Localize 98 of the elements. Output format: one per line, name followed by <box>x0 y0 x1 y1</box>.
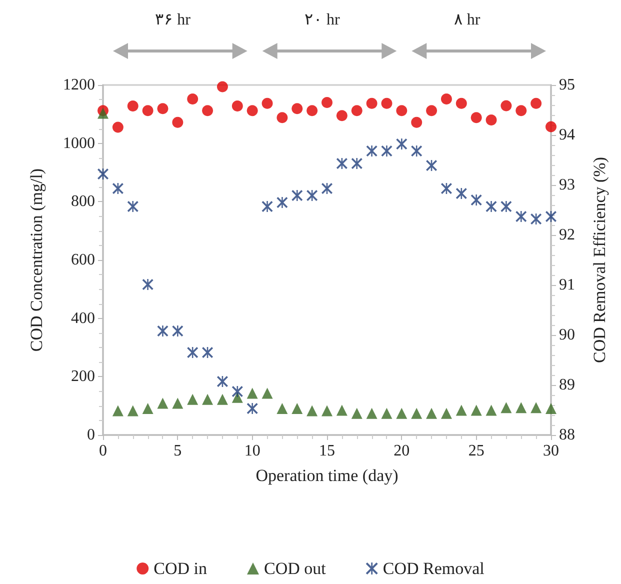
point <box>456 404 467 416</box>
point <box>112 122 124 133</box>
point <box>530 98 542 109</box>
point <box>157 398 168 409</box>
point <box>202 105 214 116</box>
point <box>292 103 303 114</box>
point <box>232 392 243 403</box>
point <box>530 402 542 414</box>
point <box>426 408 438 419</box>
point <box>366 146 378 156</box>
y2-tick-label: 88 <box>559 426 575 444</box>
point <box>470 404 482 416</box>
text: ۸ hr <box>454 12 481 28</box>
x-axis-title: Operation time (day) <box>256 466 398 485</box>
point <box>336 110 348 122</box>
point <box>216 394 228 405</box>
point <box>306 405 318 416</box>
point <box>500 402 512 414</box>
point <box>276 112 288 124</box>
y2-tick-label: 94 <box>559 126 575 144</box>
point <box>366 408 378 419</box>
y2-tick-label: 91 <box>559 276 575 294</box>
text: ۳۶ hr <box>155 12 192 28</box>
point <box>127 100 138 112</box>
y-tick-label: 1000 <box>63 134 95 152</box>
point <box>516 402 527 414</box>
x-tick-label: 30 <box>543 442 559 460</box>
point <box>381 408 392 419</box>
point <box>172 116 184 128</box>
point <box>216 81 228 92</box>
point <box>322 97 332 108</box>
legend-label: COD out <box>264 559 326 578</box>
point <box>246 388 258 399</box>
point <box>142 402 154 414</box>
point <box>440 408 452 419</box>
point <box>396 408 408 419</box>
point <box>232 100 243 112</box>
point <box>456 98 467 109</box>
point <box>546 121 556 132</box>
point <box>411 408 422 419</box>
point <box>486 404 497 416</box>
point <box>470 112 482 124</box>
y-tick-label: 600 <box>71 252 95 268</box>
point <box>351 408 362 419</box>
y-axis-title: COD Concentration (mg/l) <box>27 168 46 352</box>
point <box>336 404 348 416</box>
y2-tick-label: 92 <box>559 226 575 244</box>
point <box>366 98 378 109</box>
point <box>202 394 214 405</box>
point <box>127 405 138 416</box>
y2-tick-label: 93 <box>559 176 575 194</box>
point <box>411 116 422 128</box>
point <box>486 201 497 212</box>
point <box>112 405 124 416</box>
point <box>187 394 198 405</box>
point <box>262 388 273 399</box>
y-tick-label: 0 <box>87 426 95 444</box>
point <box>262 201 273 212</box>
point <box>322 405 332 416</box>
point <box>246 105 258 116</box>
point <box>396 105 408 116</box>
point <box>500 100 512 112</box>
y2-tick-label: 95 <box>559 76 575 94</box>
x-tick-label: 25 <box>468 442 484 460</box>
point <box>381 146 392 156</box>
point <box>142 105 154 116</box>
point <box>187 94 198 104</box>
point <box>306 105 318 116</box>
point <box>276 402 288 414</box>
x-tick-label: 15 <box>319 442 335 460</box>
point <box>546 402 556 414</box>
y2-axis-title: COD Removal Efficiency (%) <box>590 157 609 363</box>
x-tick-label: 10 <box>244 442 260 460</box>
text: ۲۰ hr <box>304 12 340 28</box>
legend-label: COD in <box>154 559 208 578</box>
legend-label: COD Removal <box>382 559 485 578</box>
point <box>98 108 108 119</box>
x-tick-label: 5 <box>174 442 182 460</box>
point <box>351 105 362 116</box>
y2-tick-label: 89 <box>559 376 575 394</box>
x-tick-label: 0 <box>99 442 107 460</box>
y2-tick-label: 90 <box>559 326 575 344</box>
y-tick-label: 200 <box>71 368 95 386</box>
point <box>486 114 497 126</box>
y-tick-label: 800 <box>71 193 95 210</box>
y-tick-label: 1200 <box>63 76 95 94</box>
y-tick-label: 400 <box>71 310 95 327</box>
point <box>262 98 273 109</box>
point <box>142 279 154 290</box>
point <box>381 98 392 109</box>
point <box>426 105 438 116</box>
x-tick-label: 20 <box>394 442 410 460</box>
point <box>172 398 184 409</box>
point <box>157 326 168 336</box>
point <box>292 402 303 414</box>
point <box>516 105 527 116</box>
point <box>157 103 168 114</box>
point <box>440 94 452 104</box>
